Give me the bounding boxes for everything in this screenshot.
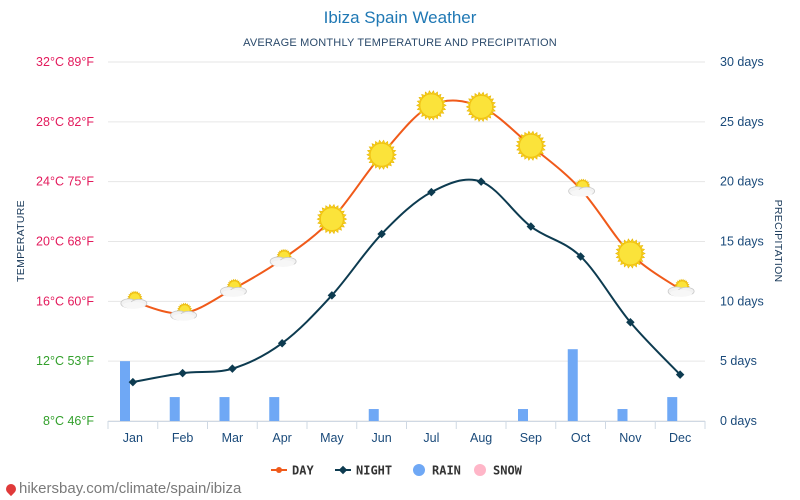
y-tick-label: 20°C 68°F (36, 235, 94, 249)
legend-item-day[interactable]: DAY (271, 464, 314, 478)
y2-tick-label: 30 days (720, 55, 764, 69)
sun-disc (419, 93, 444, 118)
rain-bar (667, 397, 678, 421)
x-tick-label: Jun (372, 431, 392, 445)
partly-cloudy-icon (219, 278, 247, 297)
night-point (277, 338, 287, 348)
sun-disc (369, 142, 394, 167)
rain-bar (269, 397, 280, 421)
sun-icon (465, 91, 497, 123)
night-point (178, 368, 187, 378)
sun-icon (615, 238, 646, 269)
legend-item-snow[interactable]: SNOW (474, 464, 523, 478)
weather-icons (120, 90, 695, 321)
y-tick-label: 24°C 75°F (36, 175, 94, 189)
y2-tick-label: 25 days (720, 115, 764, 129)
x-tick-label: Oct (571, 431, 591, 445)
y-axis-left: 8°C 46°F 12°C 53°F 16°C 60°F 20°C 68°F 24°C … (36, 55, 94, 428)
x-tick-label: Jul (423, 431, 439, 445)
legend-marker (413, 464, 425, 476)
legend-label: NIGHT (356, 464, 392, 478)
x-tick-label: May (320, 431, 344, 445)
night-point (626, 318, 635, 327)
rain-bar (617, 409, 628, 421)
night-point (228, 364, 237, 373)
x-tick-label: Nov (619, 431, 642, 445)
rain-bar (567, 349, 578, 421)
y2-tick-label: 20 days (720, 175, 764, 189)
day-line (132, 99, 681, 315)
source-link[interactable]: hikersbay.com/climate/spain/ibiza (3, 480, 242, 497)
location-pin-icon (3, 481, 19, 497)
y2-tick-label: 15 days (720, 235, 764, 249)
sun-icon (366, 139, 397, 170)
sun-icon (416, 90, 447, 121)
x-tick-label: Apr (272, 431, 291, 445)
x-tick-label: Dec (669, 431, 691, 445)
legend[interactable]: DAY NIGHT RAIN SNOW (271, 464, 523, 478)
x-tick-label: Feb (172, 431, 194, 445)
y2-axis-label: PRECIPITATION (772, 200, 784, 283)
y-tick-label: 8°C 46°F (43, 414, 94, 428)
partly-cloudy-icon (170, 302, 198, 321)
legend-marker (338, 465, 348, 475)
y-tick-label: 28°C 82°F (36, 115, 94, 129)
y-axis-label: TEMPERATURE (15, 200, 27, 282)
sun-icon (316, 203, 348, 235)
legend-marker (474, 464, 486, 476)
y-tick-label: 32°C 89°F (36, 55, 94, 69)
x-tick-label: Aug (470, 431, 492, 445)
partly-cloudy-icon (568, 178, 596, 197)
partly-cloudy-icon (667, 278, 695, 297)
sun-icon (515, 130, 547, 161)
sun-disc (469, 94, 494, 119)
temperature-lines (128, 99, 685, 387)
y2-tick-label: 10 days (720, 294, 764, 308)
night-point (675, 370, 685, 379)
night-point (476, 177, 486, 186)
source-text: hikersbay.com/climate/spain/ibiza (19, 480, 242, 497)
x-tick-label: Mar (222, 431, 244, 445)
legend-item-rain[interactable]: RAIN (413, 464, 461, 478)
legend-label: SNOW (493, 464, 523, 478)
partly-cloudy-icon (120, 290, 148, 309)
legend-label: RAIN (432, 464, 461, 478)
partly-cloudy-icon (269, 248, 297, 267)
night-point (427, 187, 436, 197)
rain-bar (219, 397, 230, 421)
sun-disc (319, 207, 344, 232)
cloud-part (272, 259, 295, 267)
cloud-part (222, 289, 245, 297)
legend-item-night[interactable]: NIGHT (335, 464, 392, 478)
y-tick-label: 12°C 53°F (36, 354, 94, 368)
sun-disc (618, 241, 643, 266)
legend-label: DAY (292, 464, 314, 478)
legend-marker (276, 467, 282, 473)
y-tick-label: 16°C 60°F (36, 294, 94, 308)
x-axis: Jan Feb Mar Apr May Jun Jul Aug Sep Oct Nov Dec (107, 421, 706, 445)
rain-bar (368, 409, 379, 421)
chart-title: Ibiza Spain Weather (324, 8, 477, 27)
x-tick-label: Sep (520, 431, 542, 445)
x-tick-label: Jan (123, 431, 143, 445)
y2-tick-label: 5 days (720, 354, 757, 368)
rain-bar (518, 409, 528, 421)
night-point (128, 377, 138, 387)
y2-tick-label: 0 days (720, 414, 757, 428)
y-axis-right: 0 days 5 days 10 days 15 days 20 days 25 days… (720, 55, 764, 428)
night-point (327, 291, 337, 300)
sun-disc (518, 133, 543, 158)
chart-subtitle: AVERAGE MONTHLY TEMPERATURE AND PRECIPIT… (243, 37, 557, 49)
cloud-part (122, 301, 145, 309)
rain-bars (120, 349, 678, 421)
grid-lines (108, 61, 705, 422)
cloud-part (670, 289, 693, 297)
rain-bar (120, 361, 130, 421)
cloud-part (570, 189, 593, 197)
cloud-part (172, 313, 195, 321)
night-point (377, 229, 386, 239)
rain-bar (169, 397, 180, 421)
